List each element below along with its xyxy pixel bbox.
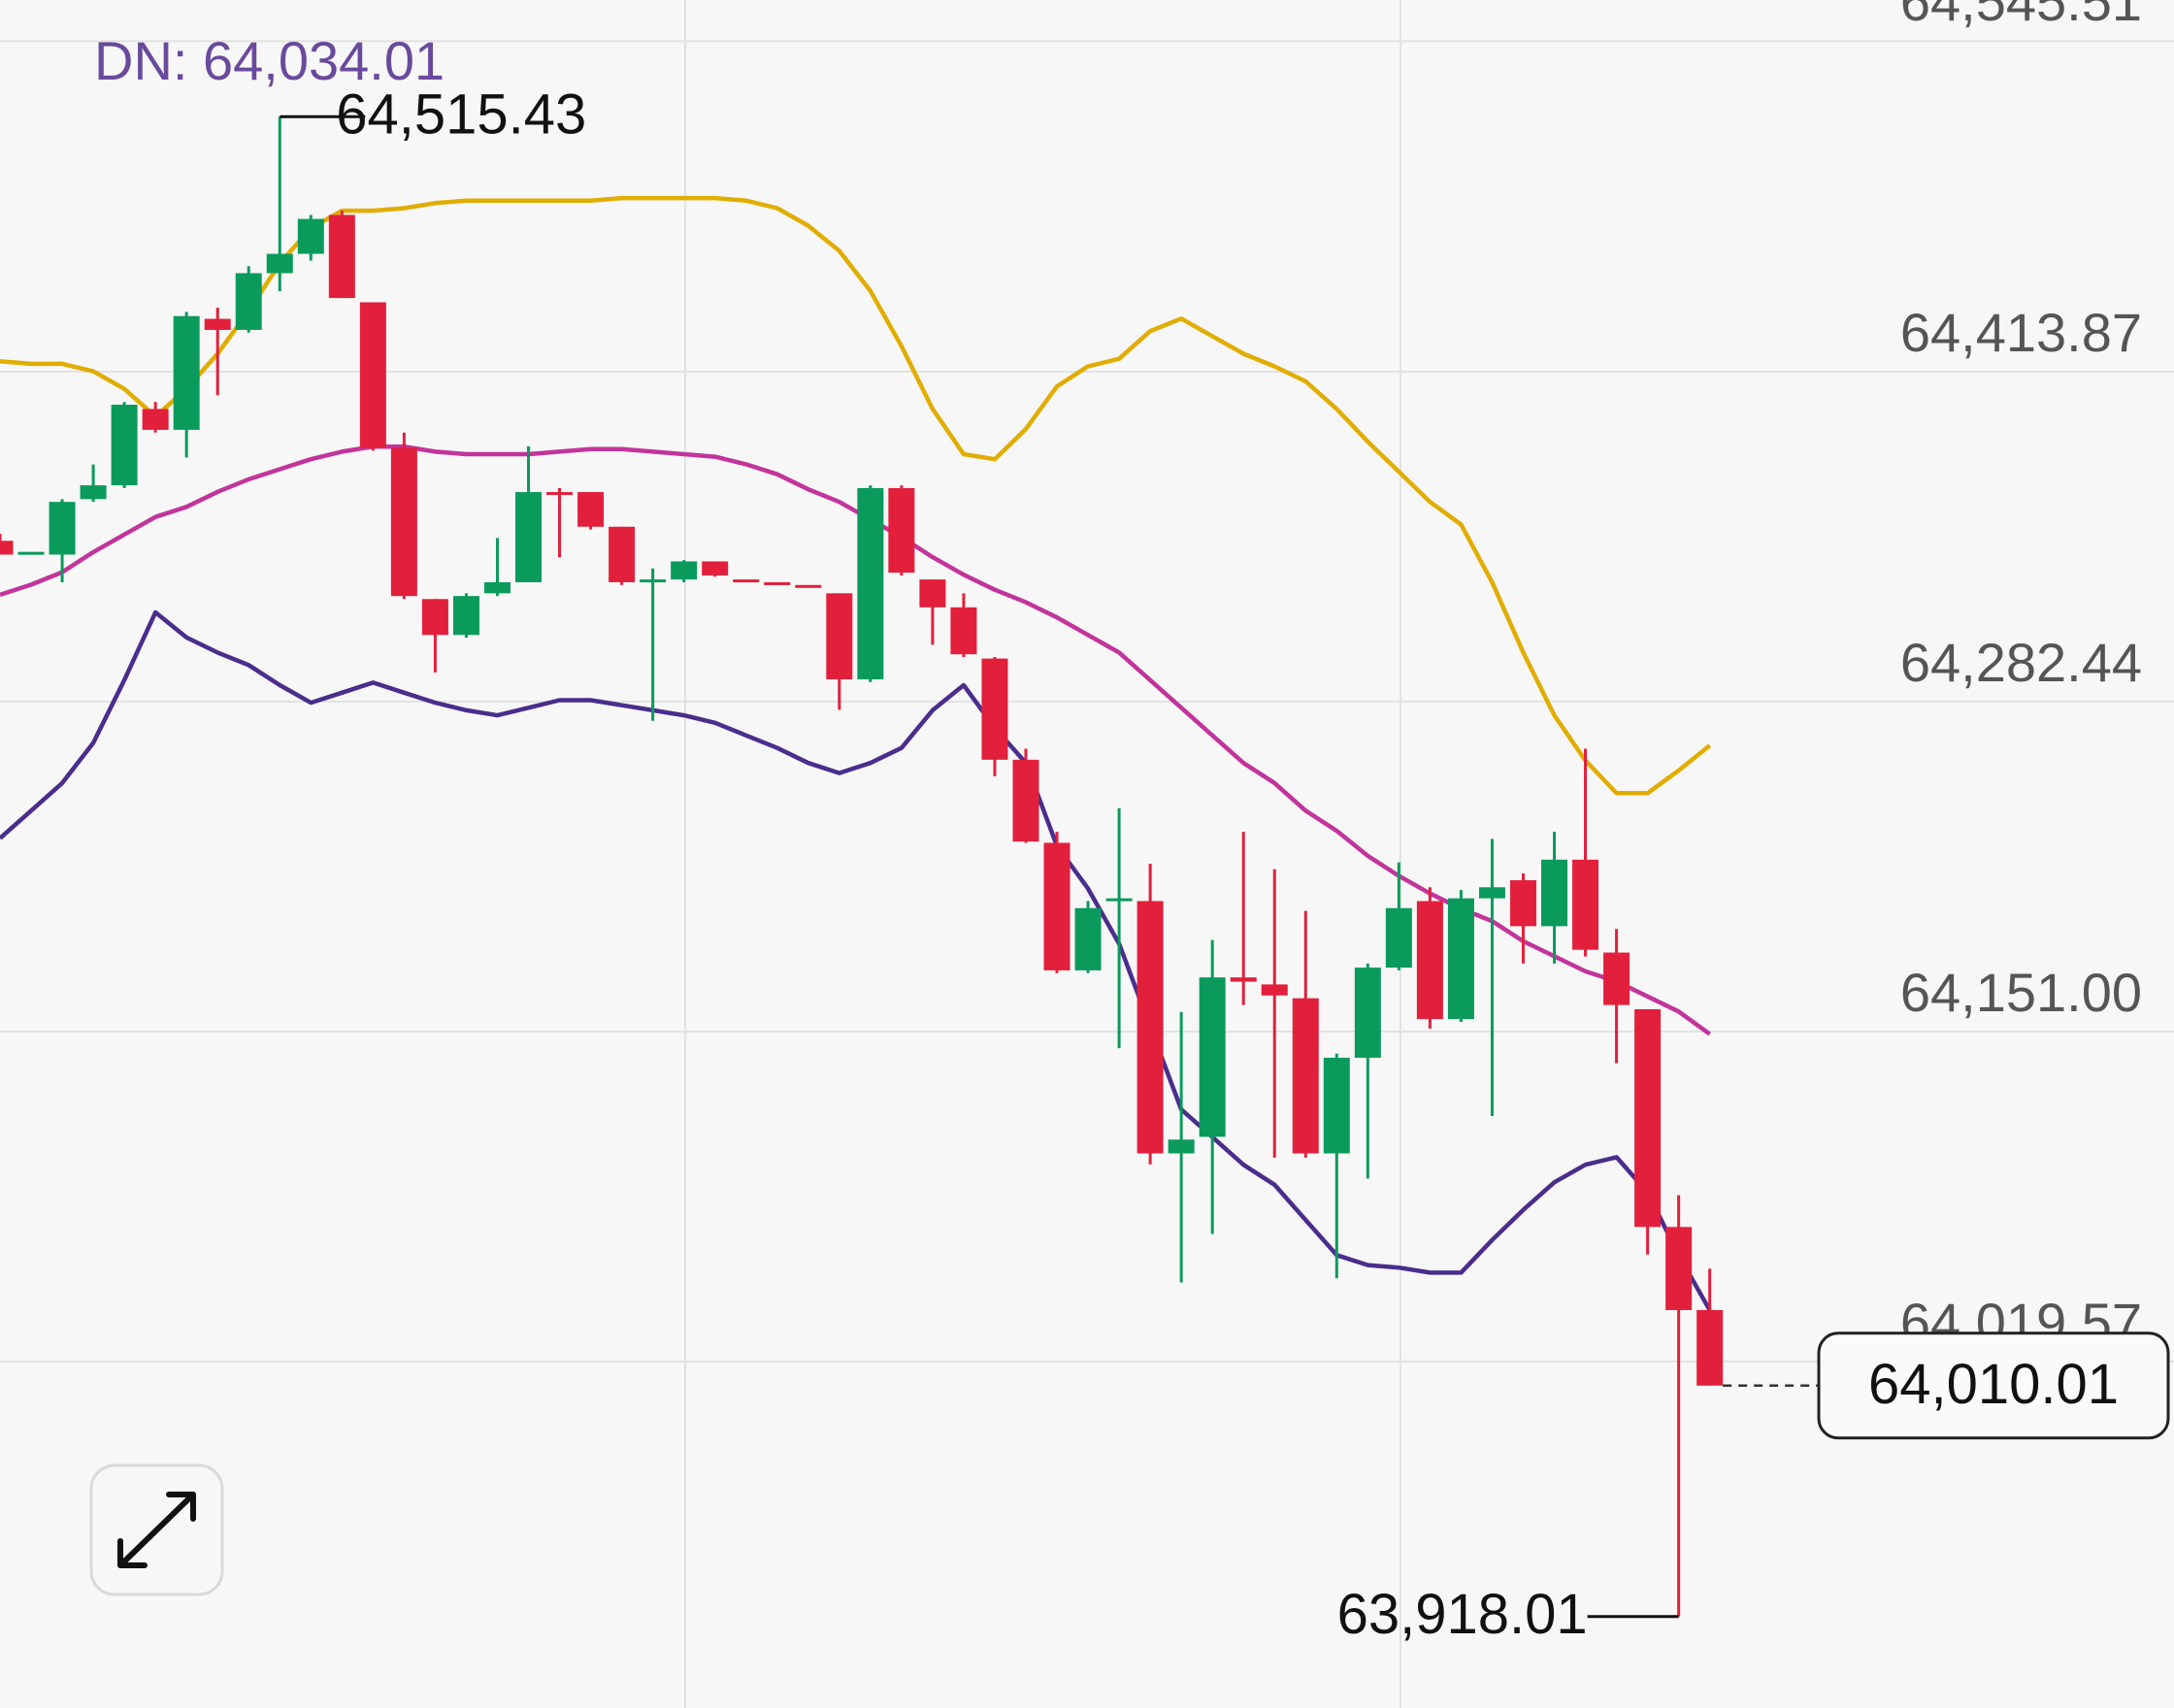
y-tick-label: 64,282.44 — [1900, 632, 2142, 693]
candle-body — [1261, 984, 1288, 996]
candle-body — [1541, 859, 1567, 927]
candle-body — [235, 273, 262, 330]
candle-body — [266, 253, 293, 274]
candle-body — [0, 541, 14, 555]
candle-body — [1168, 1139, 1195, 1154]
high-label: 64,515.43 — [336, 83, 586, 147]
candle-body — [1603, 952, 1630, 1005]
candle-body — [297, 218, 324, 254]
candle-body — [80, 485, 107, 500]
candle-body — [1074, 907, 1102, 970]
y-tick-label: 64,151.00 — [1900, 962, 2142, 1023]
candle-body — [390, 447, 417, 597]
candle-body — [577, 492, 605, 527]
candle-body — [702, 561, 729, 575]
candle-body — [1354, 968, 1381, 1058]
candle-body — [421, 599, 448, 636]
candle-body — [17, 551, 45, 555]
candle-body — [515, 492, 543, 582]
candle-body — [640, 579, 667, 583]
candle-body — [1665, 1227, 1693, 1310]
candle-body — [919, 579, 946, 608]
candle-body — [1292, 998, 1319, 1154]
band-line — [0, 443, 1712, 1036]
candle-body — [1136, 901, 1164, 1154]
candle-body — [328, 214, 355, 299]
candle-body — [1572, 859, 1599, 950]
candle-body — [1696, 1309, 1724, 1386]
last-price-box — [1817, 1331, 2170, 1440]
labels: 64,545.51 64,413.87 64,282.44 64,151.00 64,0… — [280, 0, 2170, 1646]
dn-label: DN: 64,034.01 — [94, 30, 445, 91]
candle-body — [111, 405, 138, 486]
candle-body — [764, 581, 791, 585]
candle-body — [1447, 898, 1474, 1020]
candle-body — [204, 318, 231, 330]
candle-body — [49, 502, 76, 555]
candle-body — [1416, 901, 1443, 1020]
candle-body — [1012, 759, 1039, 842]
candle-body — [671, 561, 698, 580]
expand-icon[interactable] — [117, 1492, 196, 1568]
candle-body — [857, 487, 884, 680]
low-label: 63,918.01 — [1337, 1583, 1588, 1646]
last-price-label: 64,010.01 — [1868, 1353, 2119, 1416]
candle-body — [452, 596, 479, 636]
candle-body — [981, 658, 1008, 760]
candle-body — [609, 526, 636, 582]
expand-button[interactable] — [89, 1463, 224, 1596]
band-line — [0, 609, 1712, 1312]
candle-body — [1634, 1009, 1662, 1228]
candle-body — [1509, 880, 1536, 927]
candle-body — [1105, 898, 1133, 902]
candle-body — [733, 579, 760, 583]
candle-body — [1478, 887, 1505, 899]
candle-body — [1043, 842, 1071, 970]
candle-body — [950, 607, 977, 655]
candle-body — [888, 487, 915, 574]
candle-body — [173, 315, 200, 430]
candle-body — [826, 593, 853, 680]
candle-body — [1385, 907, 1412, 969]
candle-body — [1230, 977, 1257, 982]
y-tick-label: 64,545.51 — [1900, 0, 2142, 32]
candle-body — [795, 584, 822, 588]
candle-body — [1323, 1057, 1350, 1154]
candles — [0, 116, 1724, 1617]
candle-body — [1199, 977, 1226, 1137]
y-tick-label: 64,413.87 — [1900, 302, 2142, 363]
candle-body — [483, 581, 511, 594]
candle-body — [142, 409, 169, 430]
candle-body — [546, 492, 574, 496]
candle-body — [359, 302, 386, 448]
